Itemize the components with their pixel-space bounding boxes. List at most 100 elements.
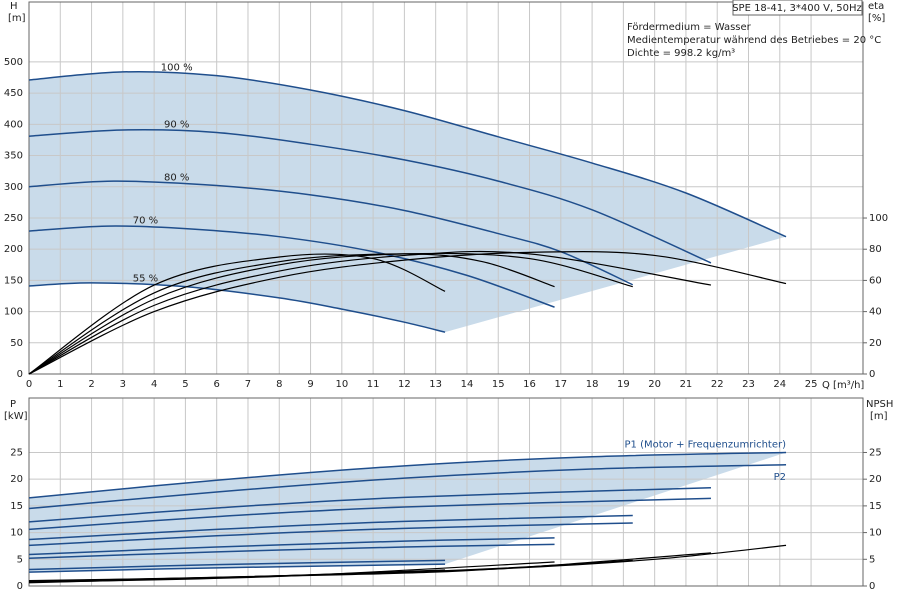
y-tick-label: 15 (10, 501, 23, 512)
x-tick-label: 3 (120, 379, 126, 390)
y-tick-label: 500 (4, 57, 23, 68)
y2-tick-label: 0 (869, 581, 875, 592)
x-tick-label: 20 (648, 379, 661, 390)
curve (28, 522, 633, 547)
y-tick-label: 250 (4, 213, 23, 224)
plot-frame (28, 397, 864, 587)
y2-tick-label: 25 (869, 447, 882, 458)
x-tick-label: 15 (492, 379, 505, 390)
y2-tick-label: 80 (869, 244, 882, 255)
x-tick-label: 14 (461, 379, 474, 390)
curve (28, 559, 633, 583)
y-tick-label: 10 (10, 528, 23, 539)
x-tick-label: 5 (182, 379, 188, 390)
curve (28, 250, 712, 375)
curve (28, 180, 634, 286)
y-tick-label: 300 (4, 182, 23, 193)
y-tick-label: 200 (4, 244, 23, 255)
curve (28, 464, 787, 510)
curve (28, 70, 787, 238)
curve (28, 514, 633, 541)
y-tick-label: 50 (10, 338, 23, 349)
curve (28, 569, 446, 584)
curve (28, 486, 711, 523)
y-tick-label: 0 (17, 581, 23, 592)
y-tick-label: 450 (4, 88, 23, 99)
y2-axis-label: eta (868, 1, 884, 12)
curve (28, 253, 446, 375)
curve (28, 451, 787, 499)
y2-tick-label: 15 (869, 501, 882, 512)
curve (28, 563, 446, 573)
y2-tick-label: 100 (869, 213, 888, 224)
x-tick-label: 21 (680, 379, 693, 390)
x-tick-label: 1 (57, 379, 63, 390)
plot-frame (28, 1, 864, 375)
curve-label: P1 (Motor + Frequenzumrichter) (625, 439, 787, 450)
curve-label: 80 % (164, 173, 189, 184)
x-tick-label: 17 (554, 379, 567, 390)
x-axis-label: Q [m³/h] (822, 380, 864, 391)
y-axis-unit: [m] (8, 13, 26, 24)
x-tick-label: 24 (773, 379, 786, 390)
x-tick-label: 18 (586, 379, 599, 390)
x-tick-label: 12 (398, 379, 411, 390)
annotation: Medientemperatur während des Betriebes =… (627, 35, 881, 46)
x-tick-label: 16 (523, 379, 536, 390)
y2-tick-label: 0 (869, 369, 875, 380)
y2-tick-label: 40 (869, 307, 882, 318)
annotation: Dichte = 998.2 kg/m³ (627, 48, 735, 59)
curve-label: P2 (774, 472, 786, 483)
plot-area (28, 1, 867, 375)
y-axis-label: P (10, 399, 16, 410)
y-tick-label: 20 (10, 474, 23, 485)
curve (28, 497, 711, 531)
x-tick-label: 9 (307, 379, 313, 390)
y-tick-label: 0 (17, 369, 23, 380)
x-tick-label: 23 (742, 379, 755, 390)
y-tick-label: 350 (4, 151, 23, 162)
y2-axis-label: NPSH (866, 399, 893, 410)
curve-label: 70 % (133, 216, 158, 227)
x-tick-label: 11 (367, 379, 380, 390)
y-tick-label: 400 (4, 119, 23, 130)
y-axis-unit: [kW] (4, 411, 28, 422)
chart-title: SPE 18-41, 3*400 V, 50Hz (732, 3, 862, 14)
y-axis-label: H (10, 1, 18, 12)
x-tick-label: 22 (711, 379, 724, 390)
y2-tick-label: 10 (869, 528, 882, 539)
y-tick-label: 100 (4, 307, 23, 318)
x-tick-label: 13 (429, 379, 442, 390)
x-tick-label: 2 (88, 379, 94, 390)
x-tick-label: 10 (335, 379, 348, 390)
y2-tick-label: 20 (869, 338, 882, 349)
y2-axis-unit: [m] (870, 411, 888, 422)
operating-range (29, 452, 787, 573)
x-tick-label: 19 (617, 379, 630, 390)
x-tick-label: 8 (276, 379, 282, 390)
x-tick-label: 0 (26, 379, 32, 390)
x-tick-label: 4 (151, 379, 157, 390)
y-tick-label: 150 (4, 275, 23, 286)
y2-axis-unit: [%] (868, 13, 885, 24)
y-tick-label: 25 (10, 447, 23, 458)
curve (28, 537, 555, 556)
curve-label: 55 % (133, 274, 158, 285)
x-tick-label: 25 (805, 379, 818, 390)
curve (28, 251, 787, 375)
plot-area (28, 397, 867, 587)
x-tick-label: 7 (245, 379, 251, 390)
curve (28, 128, 712, 264)
curve (28, 282, 446, 333)
y-tick-label: 5 (17, 554, 23, 565)
y2-tick-label: 20 (869, 474, 882, 485)
curve-label: 100 % (161, 63, 193, 74)
y2-tick-label: 60 (869, 275, 882, 286)
curve (28, 225, 555, 308)
curve (28, 253, 555, 375)
title-box (732, 0, 863, 16)
y2-tick-label: 5 (869, 554, 875, 565)
annotation: Fördermedium = Wasser (627, 22, 752, 33)
x-tick-label: 6 (214, 379, 220, 390)
